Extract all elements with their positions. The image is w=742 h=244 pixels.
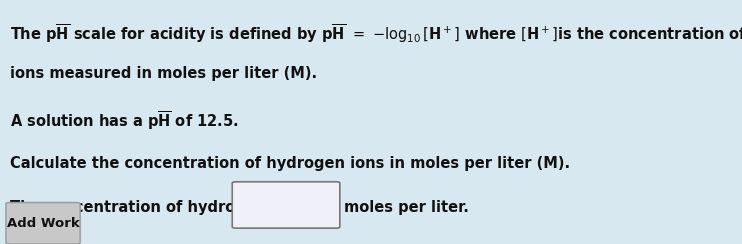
Text: The concentration of hydrogen ions is: The concentration of hydrogen ions is bbox=[10, 200, 324, 215]
Text: Add Work: Add Work bbox=[7, 217, 79, 230]
Text: The p$\mathbf{\overline{H}}$ scale for acidity is defined by p$\mathbf{\overline: The p$\mathbf{\overline{H}}$ scale for a… bbox=[10, 22, 742, 45]
Text: Calculate the concentration of hydrogen ions in moles per liter (M).: Calculate the concentration of hydrogen … bbox=[10, 156, 570, 171]
Text: moles per liter.: moles per liter. bbox=[344, 200, 468, 215]
FancyBboxPatch shape bbox=[6, 203, 80, 244]
Text: A solution has a p$\mathbf{\overline{H}}$ of 12.5.: A solution has a p$\mathbf{\overline{H}}… bbox=[10, 110, 238, 132]
FancyBboxPatch shape bbox=[232, 182, 340, 228]
Text: ions measured in moles per liter (M).: ions measured in moles per liter (M). bbox=[10, 66, 317, 81]
